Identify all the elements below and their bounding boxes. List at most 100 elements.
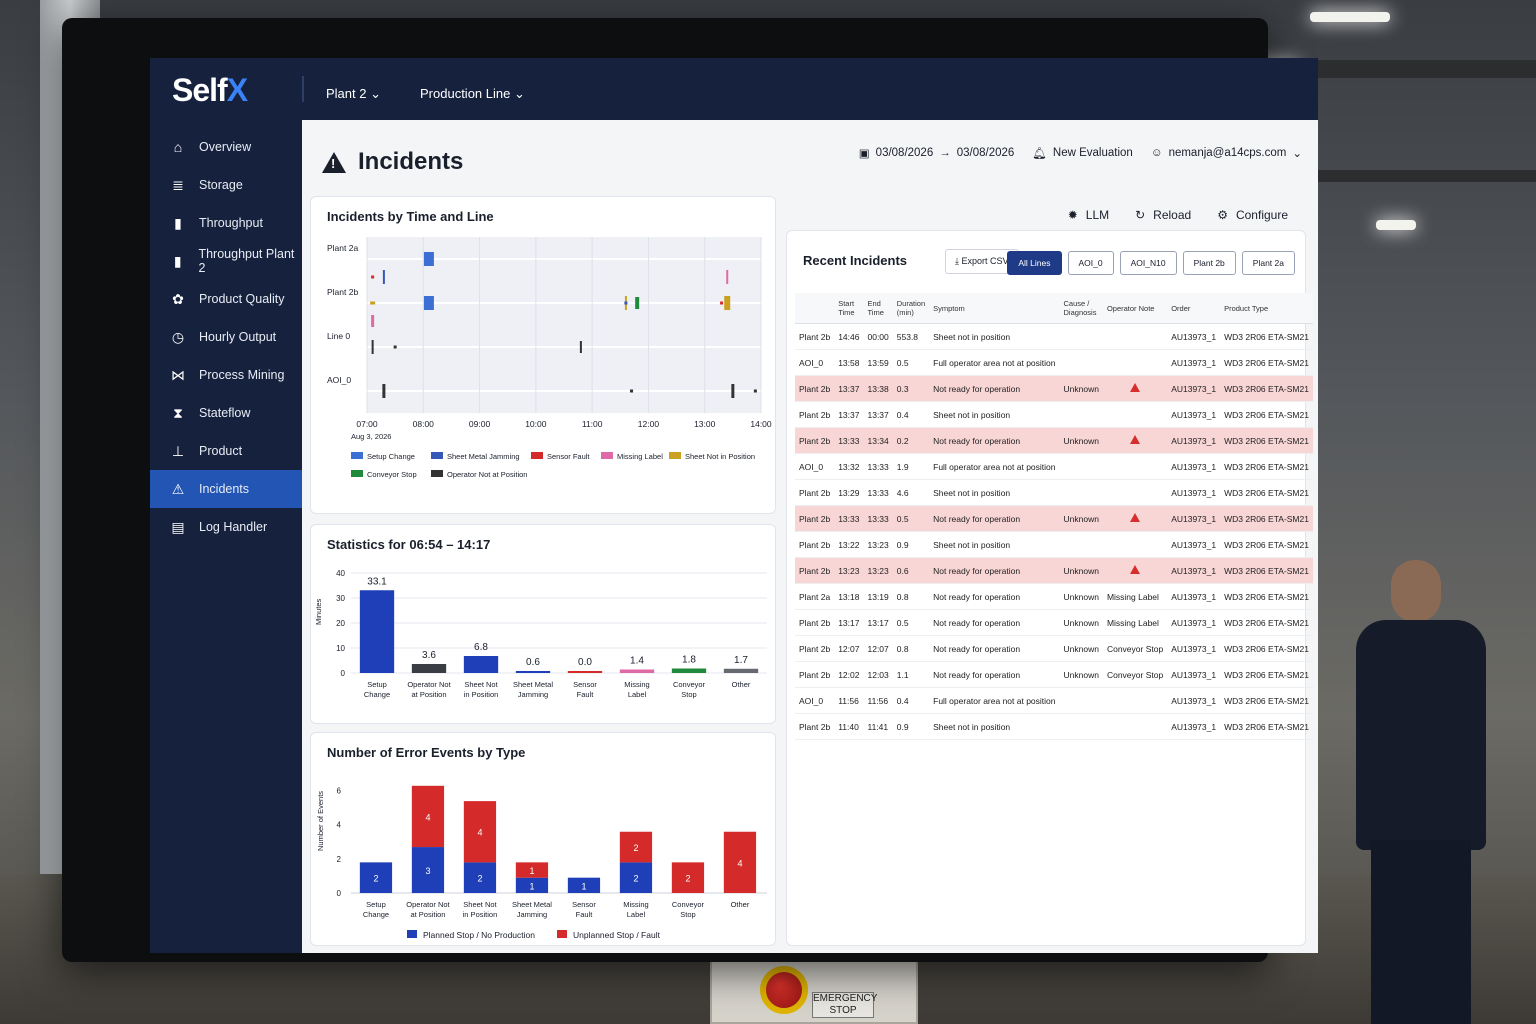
tab-all-lines[interactable]: All Lines (1007, 251, 1062, 275)
table-row[interactable]: AOI_0 11:56 11:56 0.4 Full operator area not… (795, 687, 1313, 714)
stacked-bar-segment[interactable] (359, 862, 393, 893)
sidebar-item-throughput[interactable]: ▮ Throughput (150, 204, 302, 242)
stat-bar[interactable] (619, 669, 655, 674)
incident-marker[interactable] (635, 297, 640, 309)
incident-marker[interactable] (579, 341, 582, 353)
stat-bar[interactable] (567, 671, 603, 673)
stat-bar[interactable] (463, 656, 499, 673)
column-header[interactable]: Symptom (929, 293, 1060, 324)
category-label: Sensor (572, 900, 596, 909)
table-row[interactable]: Plant 2b 13:33 13:33 0.5 Not ready for opera… (795, 505, 1313, 532)
incident-marker[interactable] (624, 301, 628, 305)
sidebar-item-log-handler[interactable]: ▤ Log Handler (150, 508, 302, 546)
incident-marker[interactable] (370, 301, 376, 305)
incident-marker[interactable] (724, 296, 731, 310)
legend-swatch (601, 452, 613, 459)
incident-marker[interactable] (371, 340, 374, 354)
table-row[interactable]: AOI_0 13:58 13:59 0.5 Full operator area not… (795, 349, 1313, 376)
column-header[interactable]: Cause / Diagnosis (1059, 293, 1103, 324)
table-row[interactable]: Plant 2b 14:46 00:00 553.8 Sheet not in posi… (795, 323, 1313, 350)
incident-marker[interactable] (753, 389, 757, 393)
sidebar-item-process-mining[interactable]: ⋈ Process Mining (150, 356, 302, 394)
column-header[interactable]: Product Type (1220, 293, 1313, 324)
table-row[interactable]: Plant 2b 13:22 13:23 0.9 Sheet not in positi… (795, 531, 1313, 558)
table-row[interactable]: Plant 2a 13:18 13:19 0.8 Not ready for opera… (795, 583, 1313, 610)
tab-plant-2b[interactable]: Plant 2b (1182, 251, 1236, 275)
incident-marker[interactable] (720, 301, 724, 305)
table-row[interactable]: Plant 2b 13:37 13:37 0.4 Sheet not in positi… (795, 401, 1313, 428)
tab-plant-2a[interactable]: Plant 2a (1241, 251, 1295, 275)
sidebar-item-overview[interactable]: ⌂ Overview (150, 128, 302, 166)
stat-bar[interactable] (723, 668, 759, 673)
table-row[interactable]: Plant 2b 12:02 12:03 1.1 Not ready for opera… (795, 661, 1313, 688)
stacked-bar-segment[interactable] (515, 862, 549, 878)
stacked-bar-segment[interactable] (619, 862, 653, 893)
stacked-bar-segment[interactable] (515, 877, 549, 893)
configure-button[interactable]: ⚙ Configure (1217, 208, 1288, 222)
stat-bar[interactable] (515, 671, 551, 673)
stacked-bar-segment[interactable] (411, 785, 445, 848)
table-row[interactable]: Plant 2b 13:37 13:38 0.3 Not ready for opera… (795, 375, 1313, 402)
cell-line: Plant 2b (795, 375, 835, 402)
plant-selector[interactable]: Plant 2 ⌄ (326, 86, 382, 101)
cell-symptom: Not ready for operation (929, 375, 1060, 402)
table-row[interactable]: Plant 2b 12:07 12:07 0.8 Not ready for opera… (795, 635, 1313, 662)
cell-symptom: Not ready for operation (929, 505, 1060, 532)
incident-marker[interactable] (423, 296, 434, 310)
incident-marker[interactable] (393, 345, 397, 349)
table-row[interactable]: AOI_0 13:32 13:33 1.9 Full operator area not… (795, 453, 1313, 480)
stacked-bar-segment[interactable] (463, 801, 497, 863)
sidebar-item-product-quality[interactable]: ✿ Product Quality (150, 280, 302, 318)
cell-line: Plant 2b (795, 661, 835, 688)
sidebar-item-incidents[interactable]: ⚠ Incidents (150, 470, 302, 508)
incident-marker[interactable] (382, 270, 385, 284)
stat-bar[interactable] (411, 664, 447, 673)
table-row[interactable]: Plant 2b 13:29 13:33 4.6 Sheet not in positi… (795, 479, 1313, 506)
new-evaluation-button[interactable]: 🔔︎ New Evaluation (1032, 147, 1133, 160)
incident-marker[interactable] (371, 315, 375, 327)
home-icon: ⌂ (173, 139, 183, 155)
incident-marker[interactable] (423, 252, 434, 266)
incident-marker[interactable] (371, 275, 375, 279)
line-selector[interactable]: Production Line ⌄ (420, 86, 525, 101)
sidebar-item-stateflow[interactable]: ⧗ Stateflow (150, 394, 302, 432)
cell-end: 12:07 (863, 635, 893, 662)
bar-chart-icon: ▮ (174, 214, 182, 231)
sidebar-item-throughput-plant-2[interactable]: ▮ Throughput Plant 2 (150, 242, 302, 280)
reload-button[interactable]: ↻ Reload (1135, 208, 1192, 222)
stacked-bar-segment[interactable] (567, 877, 601, 893)
stacked-bar-segment[interactable] (671, 862, 705, 893)
sidebar-item-product[interactable]: ⊥ Product (150, 432, 302, 470)
tab-aoi_0[interactable]: AOI_0 (1067, 251, 1114, 275)
stacked-bar-segment[interactable] (463, 862, 497, 893)
tab-aoi_n10[interactable]: AOI_N10 (1119, 251, 1177, 275)
date-range[interactable]: ▣ 03/08/2026 → 03/08/2026 (858, 147, 1015, 160)
column-header-line[interactable] (795, 293, 835, 324)
incident-marker[interactable] (382, 384, 386, 398)
incident-marker[interactable] (726, 270, 729, 284)
stat-bar[interactable] (359, 590, 395, 673)
column-header[interactable]: Start Time (834, 293, 864, 324)
bar-value-label: 3.6 (422, 650, 436, 661)
warning-icon (1130, 383, 1141, 392)
column-header[interactable]: Operator Note (1102, 293, 1168, 324)
incident-marker[interactable] (630, 389, 634, 393)
table-row[interactable]: Plant 2b 11:40 11:41 0.9 Sheet not in positi… (795, 713, 1313, 740)
column-header[interactable]: End Time (863, 293, 893, 324)
table-row[interactable]: Plant 2b 13:17 13:17 0.5 Not ready for opera… (795, 609, 1313, 636)
column-header[interactable]: Order (1167, 293, 1221, 324)
llm-button[interactable]: ✹ LLM (1067, 208, 1110, 222)
stacked-bar-segment[interactable] (619, 831, 653, 863)
table-row[interactable]: Plant 2b 13:33 13:34 0.2 Not ready for opera… (795, 427, 1313, 454)
table-row[interactable]: Plant 2b 13:23 13:23 0.6 Not ready for opera… (795, 557, 1313, 584)
sidebar-item-storage[interactable]: ≣ Storage (150, 166, 302, 204)
bar-value-label: 0.6 (526, 657, 540, 668)
stat-bar[interactable] (671, 668, 707, 674)
user-menu[interactable]: ☺ nemanja@a14cps.com ⌄ (1150, 147, 1302, 160)
column-header[interactable]: Duration (min) (892, 293, 930, 324)
incident-marker[interactable] (731, 384, 735, 398)
sidebar-item-hourly-output[interactable]: ◷ Hourly Output (150, 318, 302, 356)
stacked-bar-segment[interactable] (411, 847, 445, 893)
emergency-stop-button[interactable] (760, 966, 808, 1014)
stacked-bar-segment[interactable] (723, 831, 757, 893)
